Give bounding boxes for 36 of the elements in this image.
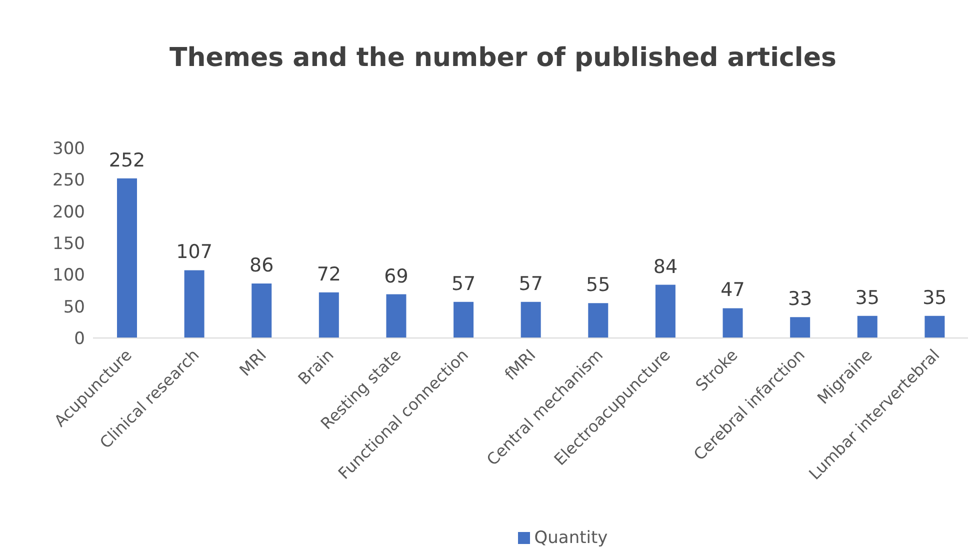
bar <box>790 317 810 338</box>
x-tick-label: MRI <box>236 345 270 380</box>
bar <box>857 316 878 338</box>
data-label: 57 <box>518 272 543 295</box>
bar <box>588 303 608 338</box>
data-label: 33 <box>788 288 812 310</box>
bar <box>386 294 406 338</box>
bar <box>520 302 541 338</box>
y-tick-label: 0 <box>74 329 85 350</box>
data-label: 35 <box>855 286 880 309</box>
bar <box>117 178 137 338</box>
y-tick-label: 150 <box>52 234 85 254</box>
data-label: 55 <box>586 274 610 296</box>
data-label: 69 <box>384 265 408 288</box>
bar <box>454 302 474 338</box>
chart-title: Themes and the number of published articles <box>168 42 838 75</box>
y-tick-label: 100 <box>52 266 85 286</box>
bar <box>924 316 945 338</box>
bar <box>184 270 204 338</box>
data-label: 84 <box>653 256 678 278</box>
y-tick-label: 300 <box>52 139 85 160</box>
data-label: 47 <box>720 279 745 302</box>
data-label: 86 <box>250 254 274 277</box>
data-label: 107 <box>176 241 212 264</box>
legend-label: Quantity <box>534 528 608 548</box>
y-tick-label: 50 <box>63 297 85 318</box>
data-label: 72 <box>316 263 342 286</box>
y-tick-label: 250 <box>52 170 85 191</box>
data-label: 57 <box>451 272 476 295</box>
bar <box>722 308 743 338</box>
bar <box>318 292 339 338</box>
bar <box>655 284 676 338</box>
data-label: 35 <box>922 286 947 309</box>
data-label: 252 <box>108 149 146 172</box>
y-tick-label: 200 <box>52 202 85 222</box>
bar <box>252 284 272 338</box>
